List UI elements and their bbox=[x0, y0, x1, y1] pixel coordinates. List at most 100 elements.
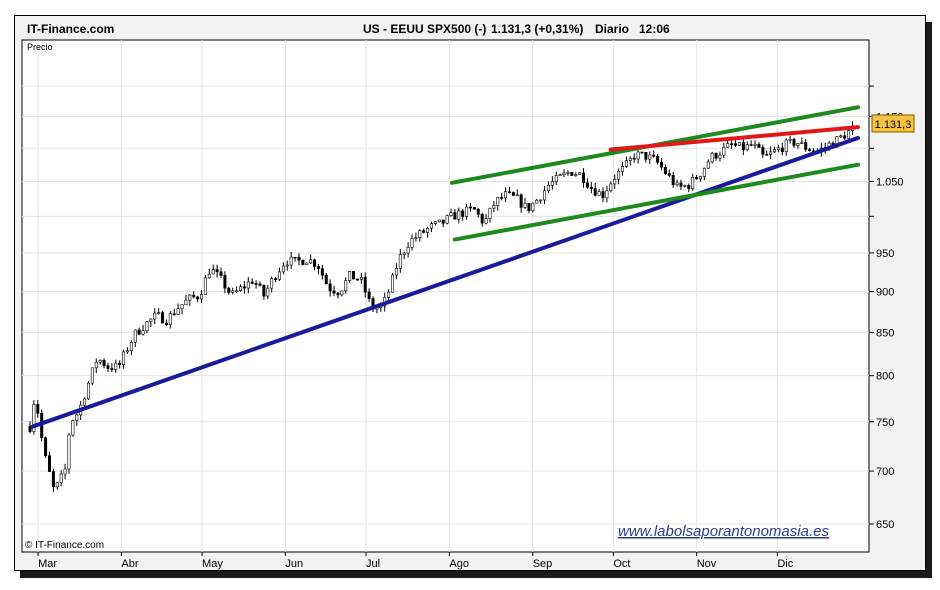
candle-body bbox=[484, 218, 488, 224]
channel-lines bbox=[452, 162, 860, 242]
candle-body bbox=[741, 142, 745, 151]
last-price-label: 1.131,3 bbox=[875, 119, 912, 131]
candle-body bbox=[192, 294, 196, 298]
candle-body bbox=[683, 185, 687, 187]
candle-body bbox=[457, 210, 461, 220]
candle-body bbox=[47, 455, 51, 472]
candle-body bbox=[648, 154, 652, 160]
candle-body bbox=[71, 420, 75, 436]
candle-body bbox=[59, 473, 63, 483]
candle-body bbox=[215, 269, 219, 273]
candle-body bbox=[227, 287, 231, 293]
candle-body bbox=[507, 191, 511, 194]
candle-body bbox=[617, 171, 621, 180]
last-price-box bbox=[871, 114, 915, 133]
candle-body bbox=[402, 252, 406, 255]
candle-layer bbox=[28, 121, 854, 493]
candle-body bbox=[558, 174, 562, 177]
candle-body bbox=[94, 361, 98, 369]
candle-body bbox=[461, 210, 465, 217]
chart-header: IT-Finance.com US - EEUU SPX500 (-) 1.13… bbox=[15, 16, 925, 42]
candle-body bbox=[726, 143, 730, 148]
candle-body bbox=[289, 256, 293, 266]
candle-body bbox=[737, 142, 741, 146]
watermark-link[interactable]: www.labolsaporantonomasia.es bbox=[618, 523, 829, 540]
candle-body bbox=[757, 143, 761, 148]
candle-body bbox=[523, 202, 527, 208]
candle-body bbox=[98, 360, 102, 363]
candle-body bbox=[359, 276, 363, 280]
candle-body bbox=[176, 308, 180, 315]
candle-body bbox=[223, 275, 227, 289]
candle-body bbox=[125, 350, 129, 353]
candle-body bbox=[804, 142, 808, 150]
candle-body bbox=[133, 329, 137, 343]
x-tick-label: Ago bbox=[449, 558, 469, 570]
candle-body bbox=[652, 154, 656, 157]
candle-body bbox=[238, 286, 242, 291]
candle-body bbox=[714, 153, 718, 159]
candle-body bbox=[207, 273, 211, 279]
candle-body bbox=[231, 290, 235, 293]
candle-body bbox=[808, 149, 812, 152]
candle-body bbox=[465, 206, 469, 217]
candle-body bbox=[734, 143, 738, 146]
candle-body bbox=[332, 290, 336, 294]
candle-body bbox=[644, 152, 648, 160]
candle-body bbox=[352, 271, 356, 280]
candle-body bbox=[624, 160, 628, 167]
candle-body bbox=[702, 167, 706, 177]
candle-body bbox=[429, 223, 433, 229]
candle-body bbox=[515, 194, 519, 197]
candle-body bbox=[367, 291, 371, 299]
candle-body bbox=[800, 142, 804, 144]
candle-body bbox=[769, 151, 773, 155]
candle-body bbox=[141, 330, 145, 335]
candle-body bbox=[621, 166, 625, 172]
candle-body bbox=[437, 219, 441, 223]
trendline-layer bbox=[30, 105, 860, 429]
candle-body bbox=[262, 285, 266, 297]
candle-body bbox=[730, 143, 734, 145]
candle-body bbox=[301, 259, 305, 266]
candle-body bbox=[254, 283, 258, 285]
candle-body bbox=[671, 175, 675, 186]
candle-body bbox=[632, 157, 636, 160]
candle-body bbox=[784, 139, 788, 152]
candle-body bbox=[585, 182, 589, 188]
candle-body bbox=[550, 181, 554, 186]
candle-body bbox=[570, 172, 574, 176]
candle-body bbox=[157, 312, 161, 314]
candle-body bbox=[718, 154, 722, 159]
candle-body bbox=[531, 202, 535, 211]
x-tick-label: Mar bbox=[38, 558, 57, 570]
candle-body bbox=[543, 190, 547, 201]
candle-body bbox=[184, 299, 188, 305]
candle-body bbox=[324, 274, 328, 285]
candle-body bbox=[200, 294, 204, 300]
candle-body bbox=[765, 154, 769, 156]
last-value-change: 1.131,3 (+0,31%) bbox=[491, 22, 584, 36]
resistance-line bbox=[608, 125, 860, 152]
candle-body bbox=[476, 208, 480, 215]
candle-body bbox=[788, 138, 792, 141]
candle-body bbox=[511, 192, 515, 196]
candle-body bbox=[32, 404, 36, 432]
candle-body bbox=[796, 143, 800, 146]
candle-body bbox=[453, 212, 457, 220]
panel-label: Precio bbox=[27, 42, 53, 52]
candle-body bbox=[129, 342, 133, 351]
candle-body bbox=[242, 286, 246, 289]
grid-layer bbox=[22, 40, 869, 552]
candle-body bbox=[605, 190, 609, 199]
candle-body bbox=[172, 313, 176, 316]
candle-body bbox=[83, 398, 87, 406]
copyright-label: © IT-Finance.com bbox=[25, 540, 104, 551]
candle-body bbox=[246, 281, 250, 289]
candle-body bbox=[219, 271, 223, 276]
plot-area bbox=[21, 39, 870, 553]
candle-body bbox=[418, 230, 422, 238]
candle-body bbox=[574, 174, 578, 176]
candle-body bbox=[86, 382, 90, 400]
candle-body bbox=[106, 365, 110, 369]
